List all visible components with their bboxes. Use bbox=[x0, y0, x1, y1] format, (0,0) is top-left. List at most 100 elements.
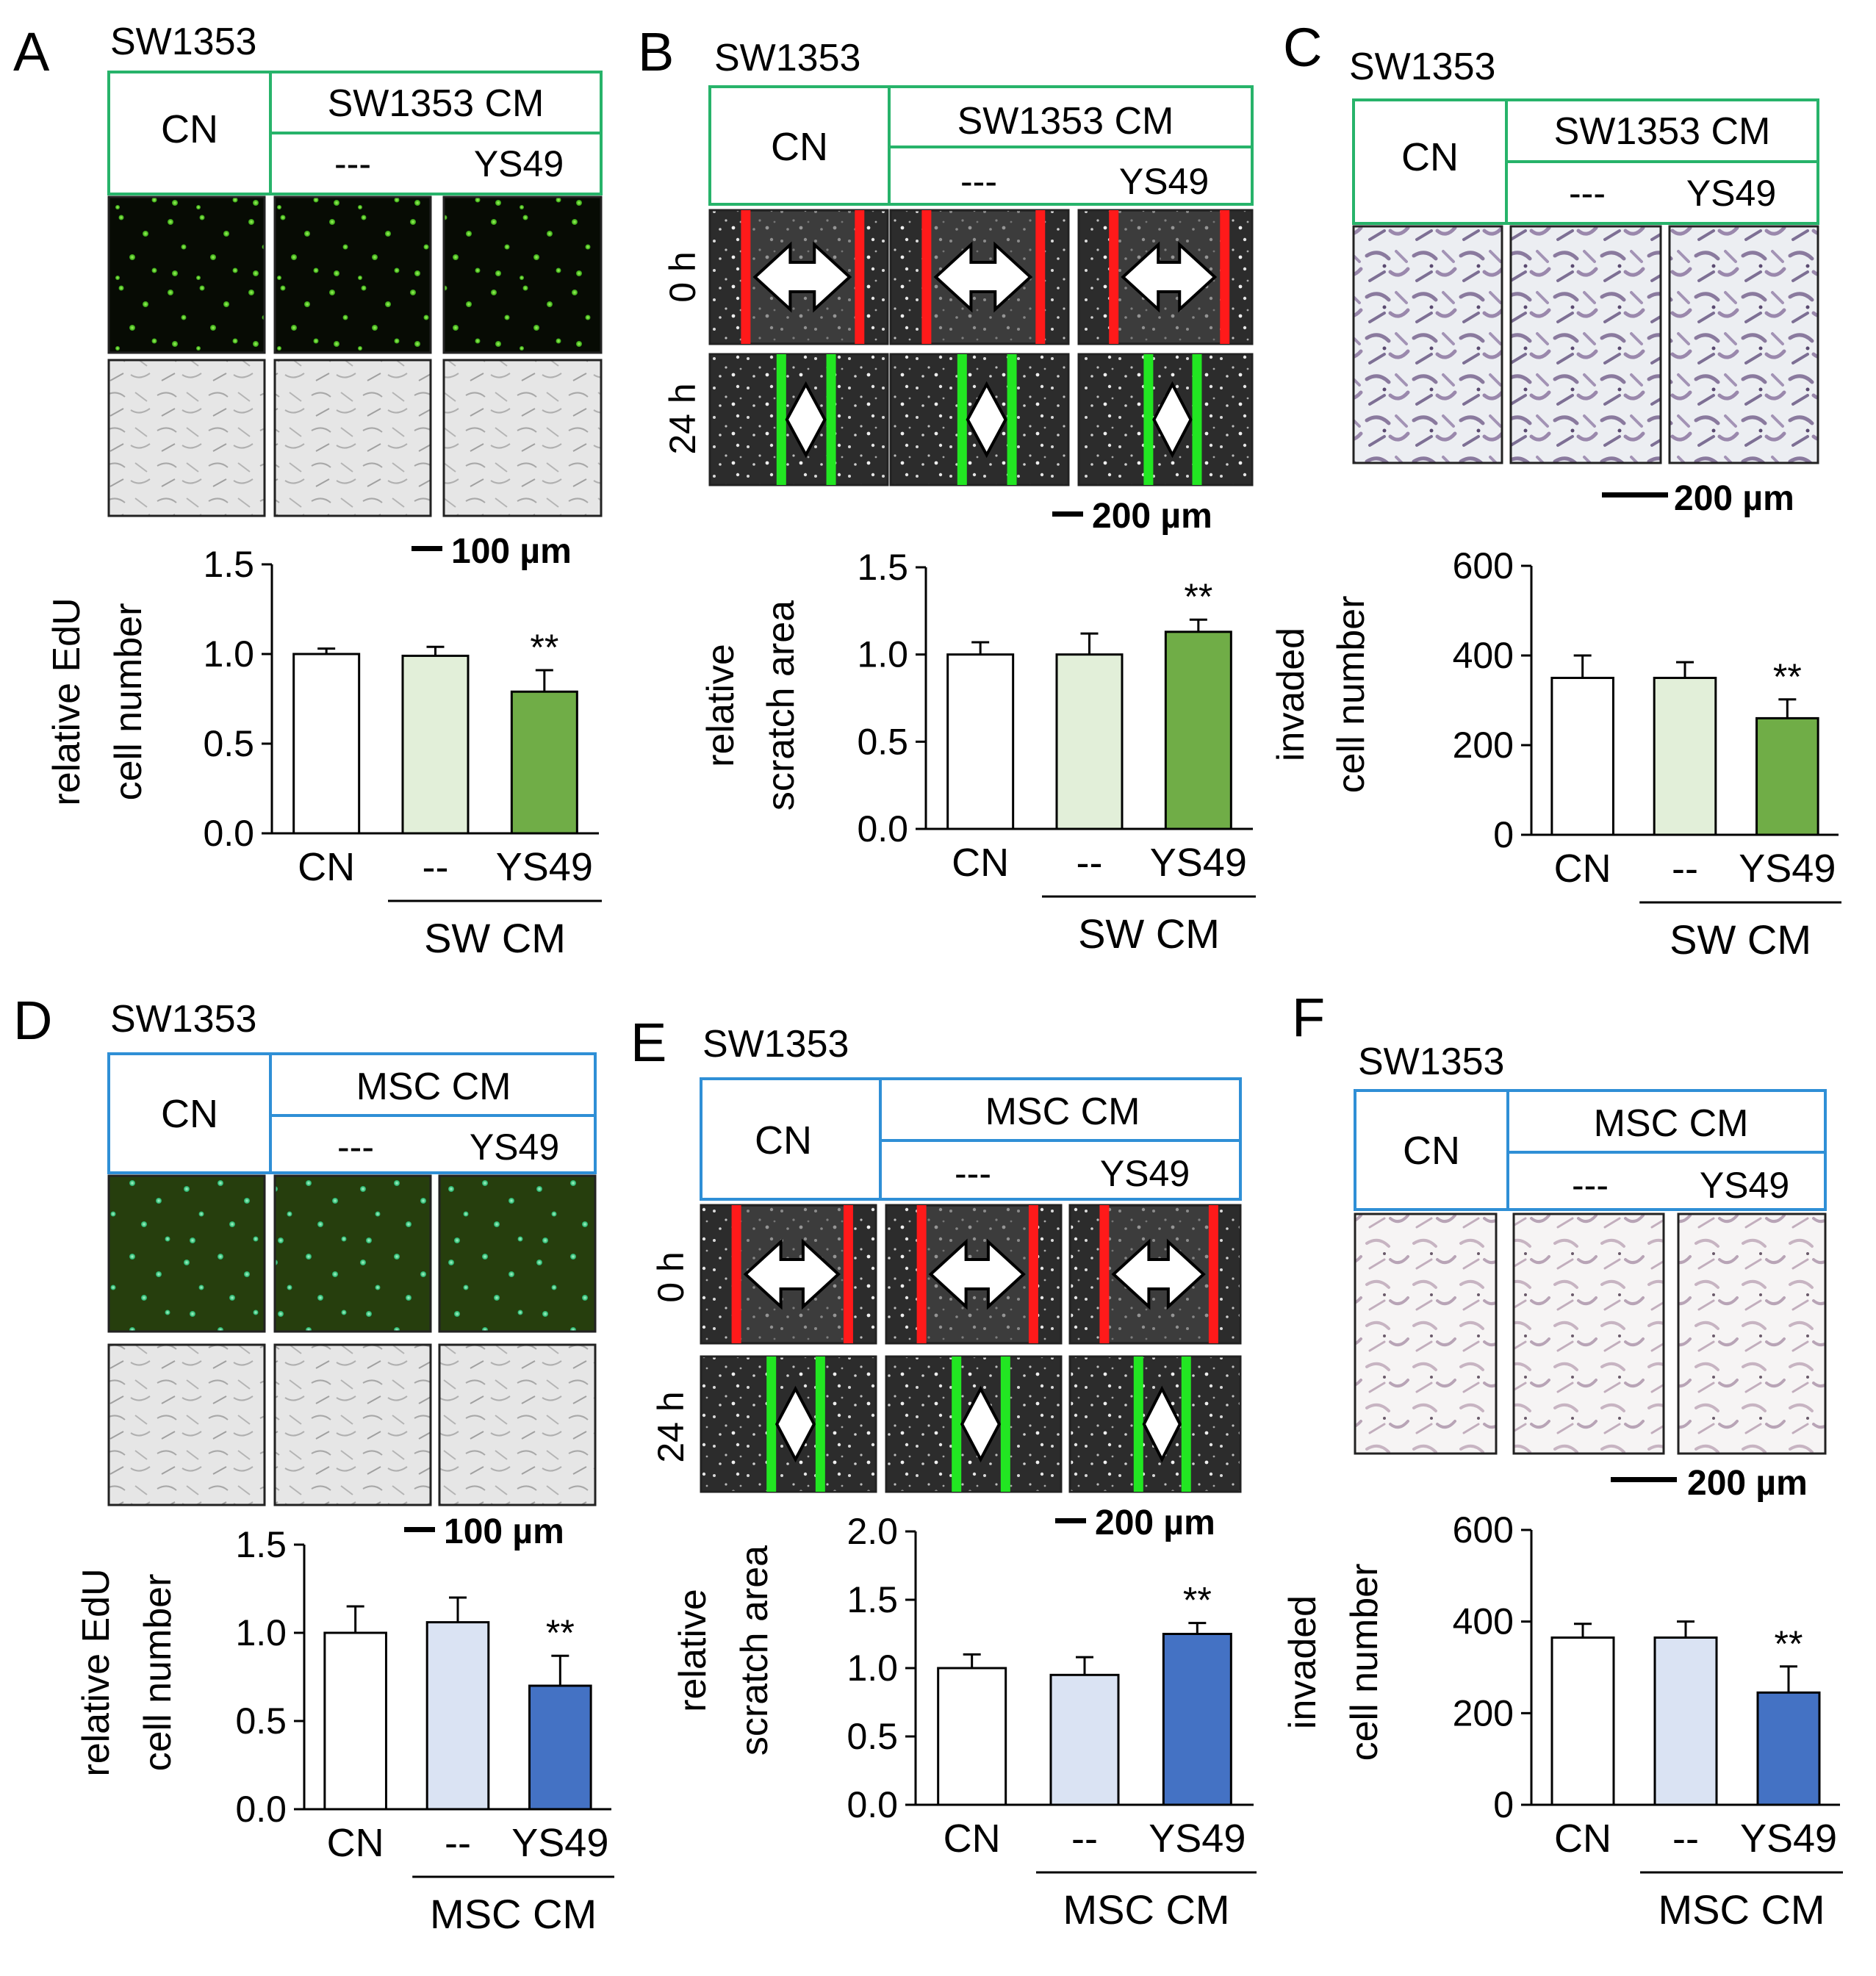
header-cn: CN bbox=[771, 125, 828, 169]
bar bbox=[1055, 653, 1124, 830]
header-none: --- bbox=[955, 1153, 991, 1194]
svg-text:200 µm: 200 µm bbox=[1092, 497, 1212, 536]
wound-edge-line bbox=[1035, 210, 1046, 344]
migration-arrow bbox=[775, 1385, 816, 1463]
significance-marker: ** bbox=[530, 627, 558, 668]
header-none: --- bbox=[960, 161, 997, 202]
y-axis-label-line2: cell number bbox=[107, 603, 150, 801]
panel-d: D SW1353 CN MSC CM --- YS49 100 µm 0.00.… bbox=[13, 990, 614, 1937]
migration-arrow bbox=[1111, 1238, 1206, 1310]
significance-marker: ** bbox=[546, 1612, 575, 1653]
bar bbox=[401, 654, 470, 835]
scale-bar: 100 µm bbox=[404, 1512, 564, 1551]
x-tick-label: -- bbox=[423, 845, 449, 889]
bar bbox=[1162, 1633, 1232, 1806]
wound-edge-line bbox=[843, 1205, 853, 1343]
edu-images bbox=[107, 1174, 597, 1333]
scale-bar: 200 µm bbox=[1602, 479, 1794, 518]
scratch-images bbox=[708, 209, 1254, 486]
y-tick-label: 0.0 bbox=[857, 808, 908, 849]
header-ys49: YS49 bbox=[1700, 1165, 1789, 1206]
x-tick-label: CN bbox=[1554, 1817, 1611, 1861]
header-cn: CN bbox=[755, 1118, 812, 1163]
phase-images bbox=[107, 1343, 597, 1506]
y-tick-label: 1.5 bbox=[857, 547, 908, 588]
x-tick-label: -- bbox=[1672, 1817, 1699, 1861]
significance-marker: ** bbox=[1184, 576, 1212, 617]
header-ys49: YS49 bbox=[1100, 1153, 1190, 1194]
svg-text:200 µm: 200 µm bbox=[1095, 1503, 1215, 1542]
group-label: SW CM bbox=[1670, 916, 1811, 963]
scratch-image-24h bbox=[885, 1355, 1063, 1493]
panel-f: F SW1353 CN MSC CM --- YS49 200 µm 0 200 4… bbox=[1282, 987, 1843, 1933]
y-axis-label-line1: invaded bbox=[1270, 628, 1312, 761]
time-label-24h: 24 h bbox=[662, 383, 703, 454]
header-none: --- bbox=[334, 143, 371, 184]
migration-arrow bbox=[1142, 1385, 1182, 1463]
group-label: MSC CM bbox=[430, 1891, 597, 1937]
header-cm: SW1353 CM bbox=[328, 82, 545, 125]
wound-edge-line bbox=[826, 354, 836, 485]
x-tick-label: -- bbox=[1077, 841, 1103, 885]
wound-edge-line bbox=[1220, 210, 1230, 344]
y-tick-label: 1.0 bbox=[235, 1612, 287, 1653]
y-tick-label: 0.5 bbox=[203, 723, 254, 764]
header-ys49: YS49 bbox=[1686, 173, 1776, 214]
migration-arrow bbox=[933, 241, 1033, 313]
y-tick-label: 0 bbox=[1493, 814, 1514, 855]
y-tick-label: 2.0 bbox=[847, 1511, 898, 1552]
migration-arrow bbox=[743, 1238, 841, 1310]
y-tick-label: 1.0 bbox=[203, 633, 254, 675]
header-cm: MSC CM bbox=[1594, 1102, 1749, 1145]
wound-edge-line bbox=[776, 354, 786, 485]
phase-images bbox=[107, 359, 603, 517]
edu-images bbox=[107, 195, 603, 354]
significance-marker: ** bbox=[1775, 1623, 1803, 1664]
panel-letter: D bbox=[13, 990, 52, 1051]
group-label: MSC CM bbox=[1658, 1886, 1825, 1933]
x-tick-label: YS49 bbox=[511, 1821, 608, 1865]
x-tick-label: CN bbox=[952, 841, 1009, 885]
wound-edge-line bbox=[1192, 354, 1202, 485]
x-tick-label: YS49 bbox=[1150, 841, 1247, 885]
svg-text:200 µm: 200 µm bbox=[1674, 479, 1794, 518]
y-axis-label-line2: scratch area bbox=[760, 600, 802, 811]
y-axis-label-line1: relative EdU bbox=[46, 597, 88, 805]
invasion-images bbox=[1352, 225, 1819, 464]
header-cm: SW1353 CM bbox=[1554, 110, 1771, 153]
y-tick-label: 1.5 bbox=[203, 544, 254, 585]
y-tick-label: 200 bbox=[1453, 1692, 1514, 1734]
time-label-0h: 0 h bbox=[662, 251, 703, 303]
header-cn: CN bbox=[1401, 135, 1459, 179]
condition-header bbox=[1354, 1089, 1827, 1211]
wound-edge-line bbox=[766, 1357, 777, 1492]
cell-line-label: SW1353 bbox=[714, 37, 860, 79]
scale-bar: 200 µm bbox=[1052, 497, 1212, 536]
y-axis-label-line1: relative EdU bbox=[75, 1568, 118, 1776]
y-tick-label: 0.0 bbox=[235, 1789, 287, 1830]
header-ys49: YS49 bbox=[474, 143, 564, 184]
cell-line-label: SW1353 bbox=[110, 21, 256, 63]
wound-edge-line bbox=[741, 210, 751, 344]
panel-b: B SW1353 CN SW1353 CM --- YS49 0 h 24 h … bbox=[638, 21, 1256, 957]
cell-line-label: SW1353 bbox=[702, 1023, 849, 1066]
header-ys49: YS49 bbox=[1119, 161, 1209, 202]
condition-header bbox=[700, 1077, 1242, 1201]
wound-edge-line bbox=[1143, 354, 1154, 485]
time-label-24h: 24 h bbox=[650, 1391, 691, 1462]
wound-edge-line bbox=[916, 1205, 927, 1343]
x-tick-label: -- bbox=[1071, 1817, 1098, 1861]
y-tick-label: 400 bbox=[1453, 1601, 1514, 1642]
migration-arrow bbox=[785, 381, 827, 459]
bar bbox=[1164, 630, 1232, 830]
wound-edge-line bbox=[1181, 1357, 1191, 1492]
wound-edge-line bbox=[952, 1357, 962, 1492]
y-tick-label: 0 bbox=[1493, 1784, 1514, 1825]
wound-edge-line bbox=[1109, 210, 1119, 344]
y-axis-label-line1: invaded bbox=[1282, 1595, 1324, 1729]
bar-chart: 0.0 0.5 1.0 1.5 CN -- YS49 ** MSC CM bbox=[235, 1524, 614, 1937]
header-none: --- bbox=[337, 1127, 374, 1168]
x-tick-label: CN bbox=[944, 1817, 1001, 1861]
wound-edge-line bbox=[921, 210, 932, 344]
bar bbox=[323, 1631, 387, 1811]
